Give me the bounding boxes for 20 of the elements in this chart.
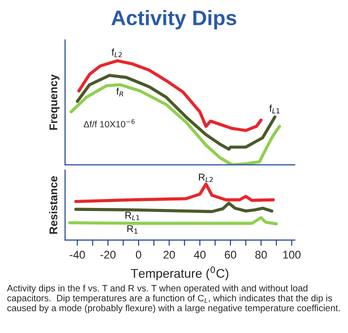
- series-label: R$_{L2}$: [198, 174, 213, 182]
- x-axis-title: Temperature ($^{0}$C): [130, 266, 228, 280]
- y-axis-title: Resistance: [49, 176, 58, 234]
- text: Activity dips in the f vs. T and R vs. T when operated with and without load capacitors. Dip temperatures are a function of C$_{L}$, which indicates that the dip is caused by a mode (probably flexure) with a large negative temperature coefficient.: [6, 284, 340, 314]
- x-tick-label: -20: [100, 250, 116, 259]
- series-label: R$_{1}$: [127, 225, 138, 234]
- x-tick-label: 60: [224, 250, 236, 259]
- series-label: f$_{R}$: [116, 88, 124, 96]
- x-tick-label: 0: [136, 250, 142, 259]
- annotation: Δf/f 10X10$^{−6}$: [84, 119, 135, 128]
- x-tick-label: -40: [70, 250, 85, 259]
- x-tick-label: 80: [255, 250, 267, 259]
- chart-title: Activity Dips: [111, 10, 236, 30]
- x-tick-label: 40: [194, 250, 206, 259]
- series-label: f$_{L2}$: [112, 48, 122, 58]
- series-label: R$_{L1}$: [125, 212, 140, 220]
- x-tick-label: 100: [283, 250, 301, 259]
- series-label: f$_{L1}$: [269, 104, 280, 114]
- y-axis-title: Frequency: [50, 74, 60, 130]
- x-tick-label: 20: [164, 250, 175, 259]
